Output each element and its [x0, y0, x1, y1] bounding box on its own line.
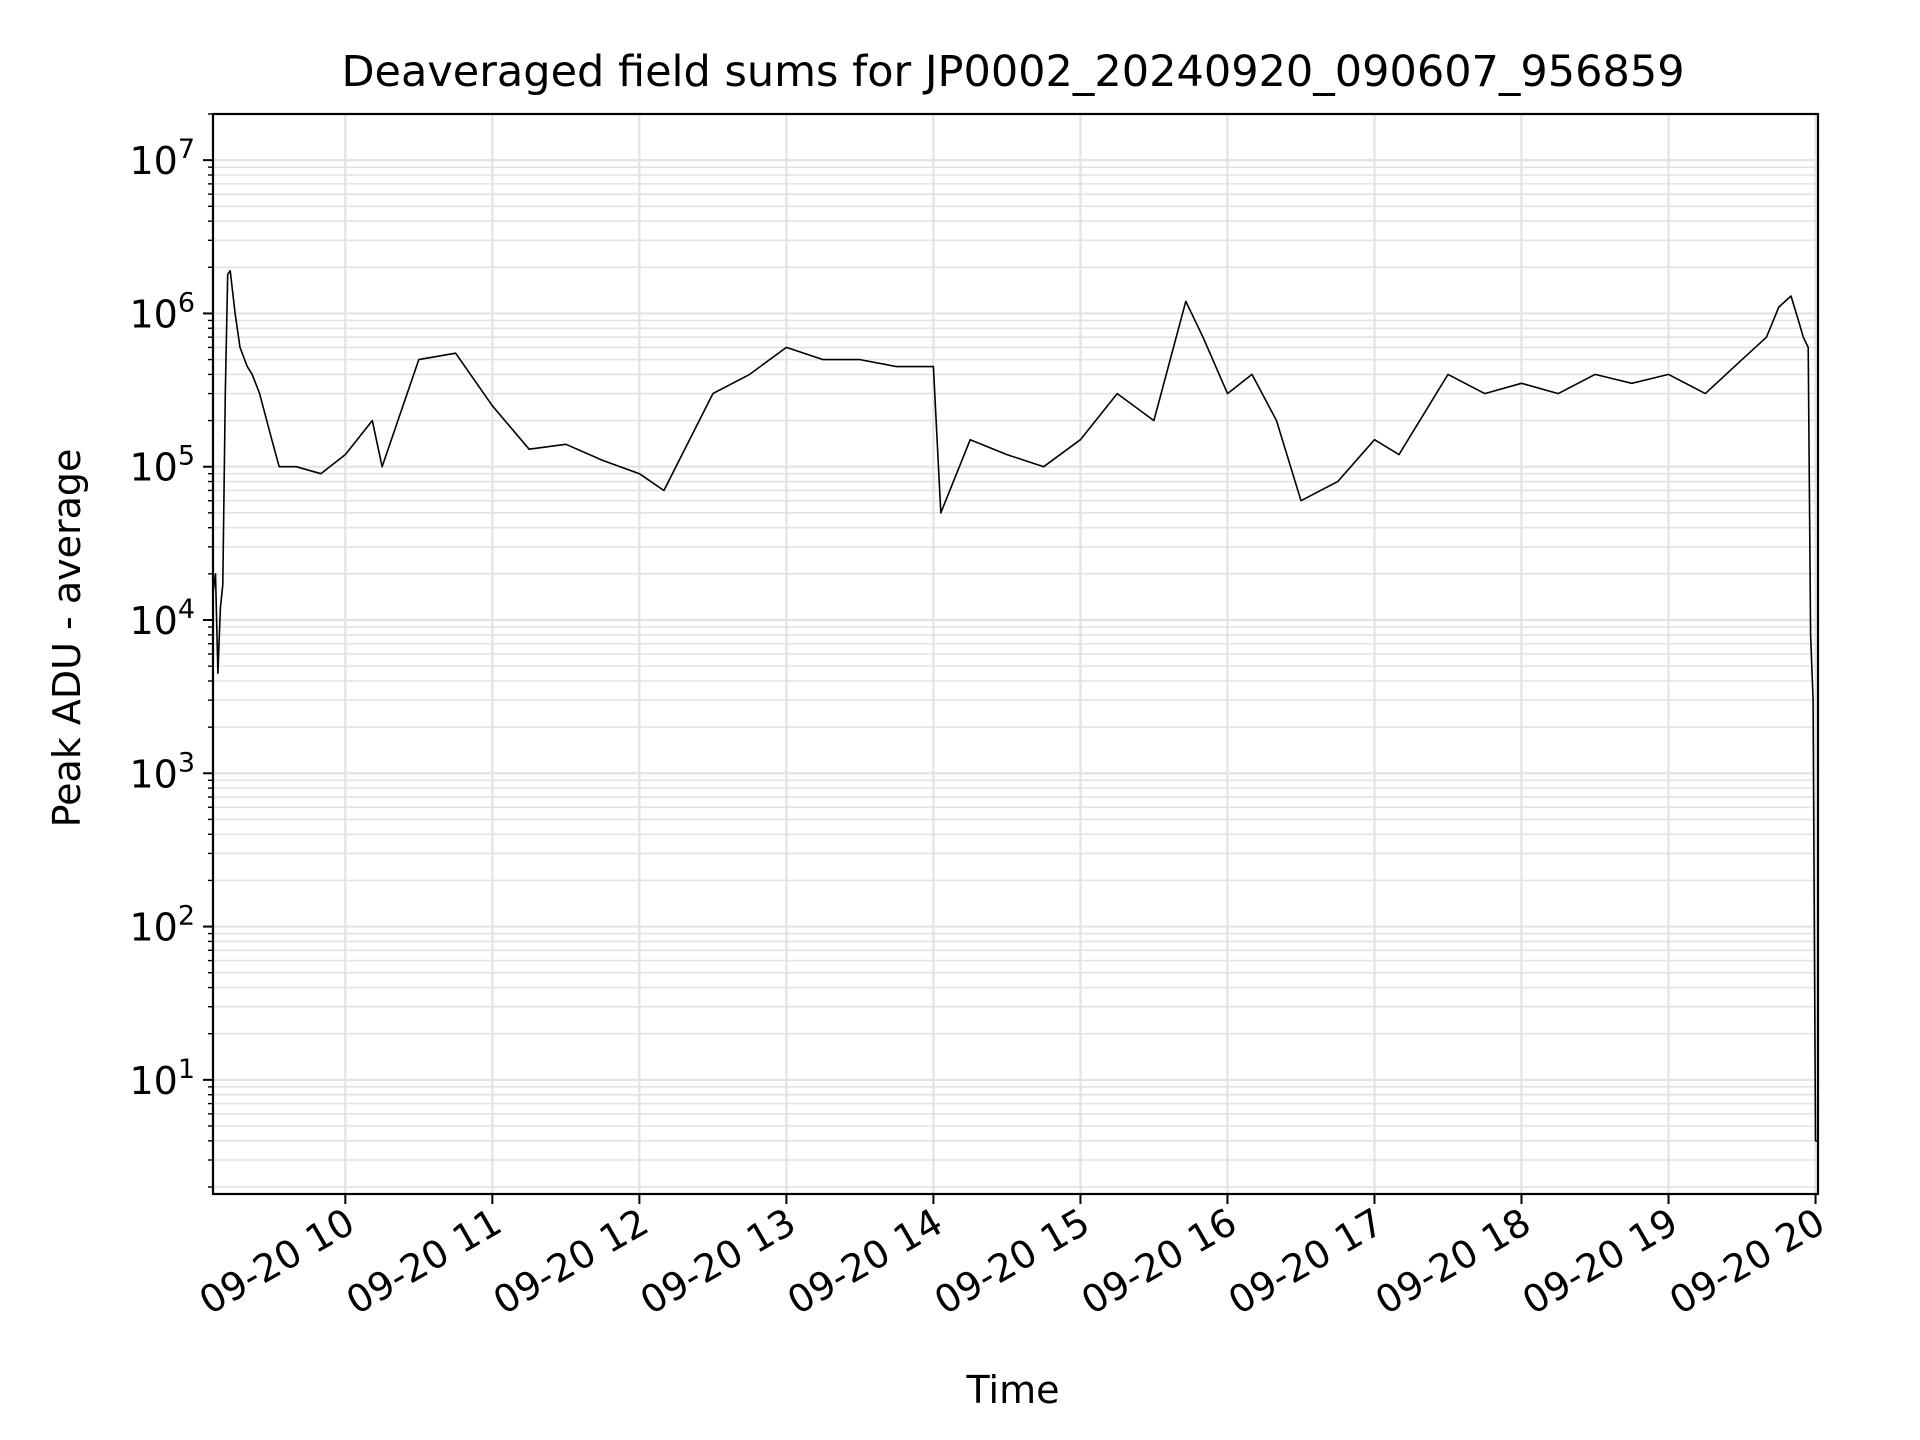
y-tick-label: 105 — [129, 441, 195, 490]
y-tick-label: 107 — [129, 134, 195, 183]
y-tick-label: 106 — [129, 287, 195, 336]
major-grid — [213, 114, 1818, 1194]
chart-title: Deaveraged field sums for JP0002_2024092… — [341, 47, 1684, 97]
y-tick-labels: 101 102 103 104 105 106 107 — [129, 134, 195, 1103]
x-axis-label: Time — [966, 1368, 1060, 1412]
series-line — [212, 269, 1818, 1142]
minor-grid — [213, 113, 1818, 1188]
y-tick-label: 104 — [129, 594, 195, 643]
plot-frame — [211, 112, 1820, 1196]
y-tick-label: 103 — [129, 747, 195, 796]
y-axis-label: Peak ADU - average — [45, 449, 89, 828]
y-tick-label: 102 — [129, 901, 195, 950]
y-tick-label: 101 — [129, 1054, 195, 1103]
plot-area — [212, 269, 1818, 1142]
